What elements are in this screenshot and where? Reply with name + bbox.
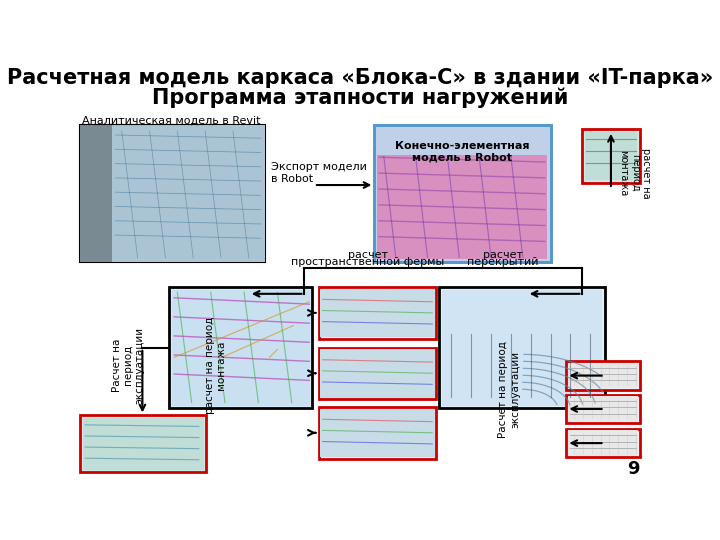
Bar [319, 287, 436, 339]
Bar [374, 125, 551, 262]
Bar [83, 418, 204, 470]
Text: Расчет на
период
эксплуатации: Расчет на период эксплуатации [112, 327, 145, 404]
Bar [112, 125, 265, 262]
Bar [320, 349, 435, 398]
Text: расчет: расчет [483, 249, 523, 260]
Text: расчет: расчет [348, 249, 388, 260]
Text: пространственной фермы: пространственной фермы [292, 257, 444, 267]
Bar [567, 395, 639, 423]
Bar [568, 363, 638, 388]
Text: Расчетная модель каркаса «Блока-С» в здании «IT-парка»: Расчетная модель каркаса «Блока-С» в зда… [7, 68, 713, 87]
Bar [439, 287, 605, 408]
Bar [568, 430, 638, 456]
Bar [582, 129, 639, 183]
Bar [81, 125, 265, 262]
Text: расчет на
период
монтажа: расчет на период монтажа [618, 148, 652, 198]
Bar [169, 287, 312, 408]
Text: Расчет на период
эксплуатации: Расчет на период эксплуатации [498, 341, 520, 437]
Text: Конечно-элементная
модель в Robot: Конечно-элементная модель в Robot [395, 141, 530, 163]
Text: 9: 9 [627, 460, 639, 478]
Text: перекрытий: перекрытий [467, 257, 539, 267]
Bar [585, 131, 637, 180]
Text: Экспорт модели
в Robot: Экспорт модели в Robot [271, 163, 367, 184]
Bar [442, 290, 602, 406]
Bar [320, 289, 435, 338]
Bar [567, 429, 639, 457]
Bar [320, 409, 435, 457]
Text: Аналитическая модель в Revit: Аналитическая модель в Revit [82, 116, 261, 126]
Bar [568, 396, 638, 422]
Bar [81, 125, 112, 262]
Bar [319, 407, 436, 459]
Bar [172, 290, 310, 406]
Bar [567, 361, 639, 390]
Text: Программа этапности нагружений: Программа этапности нагружений [152, 87, 568, 108]
Bar [374, 125, 551, 262]
Bar [319, 348, 436, 400]
Bar [81, 415, 206, 472]
Text: расчет на период
монтажа: расчет на период монтажа [204, 316, 226, 414]
Bar [377, 155, 547, 259]
